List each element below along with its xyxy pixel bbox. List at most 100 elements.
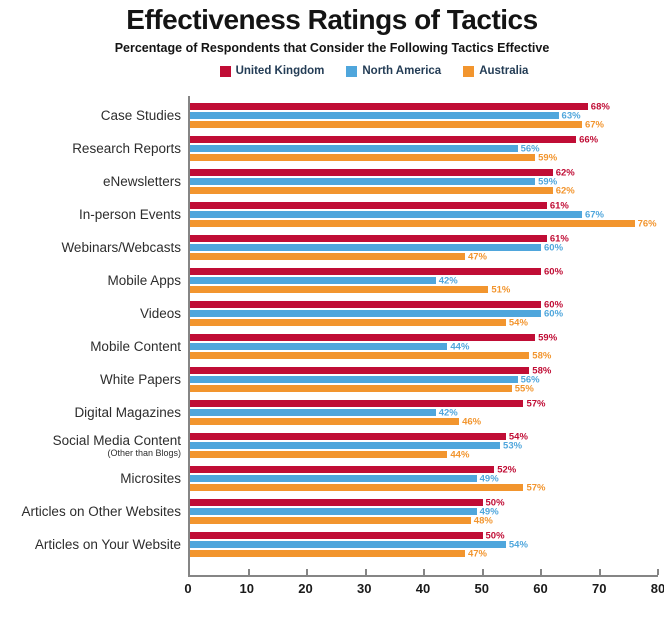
bar-track: 76% <box>190 217 658 229</box>
category-label-text: Mobile Apps <box>107 272 181 288</box>
bar-value-label: 60% <box>544 307 564 319</box>
bar-north-america <box>190 343 448 350</box>
category-row: eNewsletters 62% 59% 62% <box>0 165 658 198</box>
category-row: Webinars/Webcasts 61% 60% 47% <box>0 231 658 264</box>
legend-swatch-icon <box>219 65 231 77</box>
category-row: In-person Events 61% 67% 76% <box>0 198 658 231</box>
axis-tick-label: 70 <box>592 581 607 596</box>
bar-value-label: 68% <box>590 100 610 112</box>
bar-value-label: 44% <box>450 448 470 460</box>
bar-australia <box>190 187 553 194</box>
bar-united-kingdom <box>190 433 506 440</box>
bar-track: 62% <box>190 168 658 177</box>
category-label: Research Reports <box>0 141 190 156</box>
bar-group: 50% 49% 48% <box>190 498 658 525</box>
bar-value-label: 67% <box>584 118 604 130</box>
bar-value-label: 66% <box>579 133 599 145</box>
category-label: In-person Events <box>0 207 190 222</box>
chart-subtitle: Percentage of Respondents that Consider … <box>114 41 550 55</box>
legend-swatch-icon <box>346 65 358 77</box>
legend-item: Australia <box>463 65 528 77</box>
bar-group: 61% 67% 76% <box>190 201 658 229</box>
bar-australia <box>190 253 465 260</box>
bar-value-label: 56% <box>520 373 540 385</box>
bar-united-kingdom <box>190 103 588 110</box>
category-label: Videos <box>0 306 190 321</box>
bar-north-america <box>190 475 477 482</box>
bar-track: 54% <box>190 430 658 442</box>
bar-track: 57% <box>190 399 658 408</box>
category-label: Case Studies <box>0 108 190 123</box>
bar-track: 60% <box>190 307 658 319</box>
bar-value-label: 54% <box>508 430 528 442</box>
legend-label: United Kingdom <box>235 65 325 77</box>
category-row: Articles on Other Websites 50% 49% 48% <box>0 495 658 528</box>
bar-track: 52% <box>190 463 658 475</box>
bar-value-label: 76% <box>637 217 657 229</box>
axis-tick-label: 0 <box>184 581 192 596</box>
bar-australia <box>190 352 530 359</box>
bar-australia <box>190 550 465 557</box>
axis-tick <box>247 569 250 575</box>
bar-australia <box>190 418 460 425</box>
bar-group: 66% 56% 59% <box>190 133 658 162</box>
bar-group: 52% 49% 57% <box>190 463 658 492</box>
category-row: Social Media Content (Other than Blogs) 54… <box>0 429 658 462</box>
bar-track: 44% <box>190 448 658 460</box>
bar-track: 44% <box>190 342 658 351</box>
bar-track: 47% <box>190 250 658 262</box>
bar-value-label: 47% <box>467 250 487 262</box>
legend-item: North America <box>346 65 441 77</box>
bar-united-kingdom <box>190 466 495 473</box>
bar-rows: Case Studies 68% 63% 67% Research Reports 66%… <box>0 99 658 561</box>
bar-value-label: 52% <box>497 463 517 475</box>
category-row: Mobile Apps 60% 42% 51% <box>0 264 658 297</box>
axis-tick <box>423 569 425 575</box>
bar-value-label: 42% <box>438 274 458 286</box>
category-label-text: Digital Magazines <box>74 404 181 420</box>
category-label-text: Social Media Content <box>52 432 181 448</box>
bar-track: 61% <box>190 234 658 243</box>
bar-australia <box>190 220 635 227</box>
category-label: Articles on Other Websites <box>0 504 190 519</box>
bar-value-label: 59% <box>538 331 558 343</box>
bar-north-america <box>190 145 518 152</box>
bar-australia <box>190 154 536 161</box>
bar-value-label: 58% <box>532 349 552 361</box>
category-label: White Papers <box>0 372 190 387</box>
bar-group: 59% 44% 58% <box>190 331 658 361</box>
bar-track: 60% <box>190 300 658 309</box>
bar-track: 61% <box>190 201 658 210</box>
category-label-text: Articles on Your Website <box>34 536 181 552</box>
bar-australia <box>190 484 524 491</box>
category-row: Videos 60% 60% 54% <box>0 297 658 330</box>
category-label: Webinars/Webcasts <box>0 240 190 255</box>
category-label: Digital Magazines <box>0 405 190 420</box>
bar-track: 60% <box>190 265 658 277</box>
bar-track: 42% <box>190 408 658 417</box>
bar-value-label: 50% <box>485 529 505 541</box>
bar-north-america <box>190 277 436 284</box>
axis-tick-label: 10 <box>239 581 254 596</box>
bar-united-kingdom <box>190 301 541 308</box>
legend-label: North America <box>362 65 442 77</box>
bar-north-america <box>190 178 536 185</box>
bar-australia <box>190 319 506 326</box>
bar-united-kingdom <box>190 136 577 143</box>
bar-track: 58% <box>190 366 658 375</box>
axis-tick <box>364 569 367 575</box>
bar-group: 54% 53% 44% <box>190 430 658 460</box>
bar-value-label: 60% <box>544 265 564 277</box>
bar-group: 60% 42% 51% <box>190 265 658 294</box>
bar-north-america <box>190 541 506 548</box>
category-label-text: Mobile Content <box>90 338 181 354</box>
bar-track: 59% <box>190 177 658 186</box>
category-label: Microsites <box>0 471 190 486</box>
category-label: Mobile Content <box>0 339 190 354</box>
axis-tick <box>481 569 484 575</box>
bar-north-america <box>190 409 436 416</box>
bar-track: 46% <box>190 417 658 426</box>
category-label-text: Case Studies <box>100 107 181 123</box>
bar-australia <box>190 385 512 392</box>
bar-track: 56% <box>190 144 658 153</box>
